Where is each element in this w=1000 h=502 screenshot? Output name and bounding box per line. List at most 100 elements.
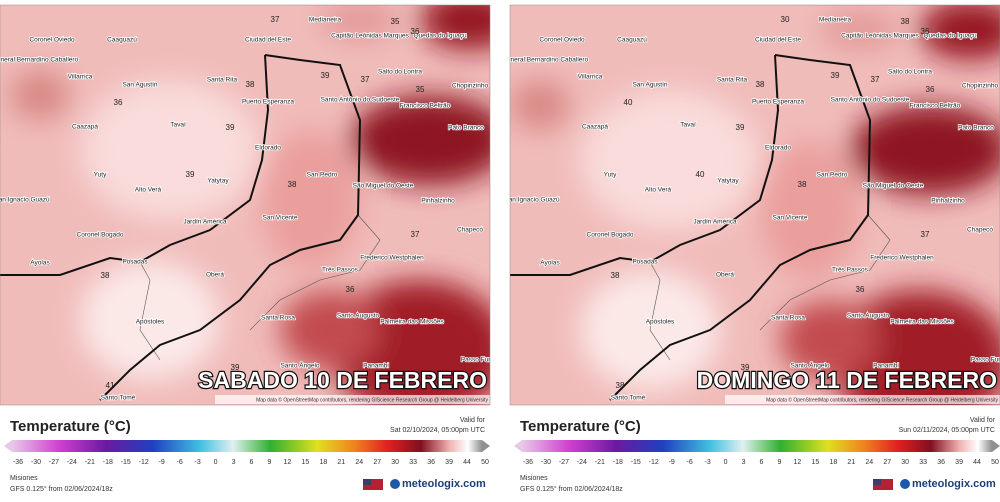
place-label: Yatytay xyxy=(207,178,229,185)
scale-end xyxy=(514,440,522,452)
place-label: Alto Verá xyxy=(135,187,162,194)
flag xyxy=(873,479,893,490)
flag-canton xyxy=(873,479,881,485)
scale-tick-label: -21 xyxy=(85,459,95,466)
valid-time: Sat 02/10/2024, 05:00pm UTC xyxy=(390,427,485,434)
valid-time: Sun 02/11/2024, 05:00pm UTC xyxy=(899,427,995,434)
contour-label: 41 xyxy=(106,381,115,390)
country-border xyxy=(0,54,362,401)
scale-tick-label: 36 xyxy=(937,459,945,466)
place-label: Passo Fundo xyxy=(971,357,1000,364)
place-label: San Ignacio Guazú xyxy=(0,197,50,204)
place-label: Santo Ângelo xyxy=(790,361,829,370)
scale-end xyxy=(992,440,1000,452)
flag-canton xyxy=(363,479,371,485)
place-label: Coronel Bogado xyxy=(587,232,634,239)
place-label: Ayolas xyxy=(540,260,560,267)
place-label: Eldorado xyxy=(765,145,791,152)
place-label: São Miguel do Oeste xyxy=(863,183,924,190)
country-border xyxy=(510,54,872,401)
place-label: Medianeira xyxy=(819,17,852,24)
contour-label: 38 xyxy=(756,80,765,89)
scale-tick-label: -36 xyxy=(13,459,23,466)
scale-tick-label: 50 xyxy=(991,459,999,466)
contour-label: 38 xyxy=(901,17,910,26)
scale-tick-label: 44 xyxy=(463,459,471,466)
place-label: Santo Ângelo xyxy=(280,361,319,370)
scale-tick-label: -9 xyxy=(669,459,675,466)
flag xyxy=(363,479,383,490)
place-label: Caazapá xyxy=(582,124,608,131)
place-label: Villarrica xyxy=(68,74,93,81)
place-label: General Bernardino Caballero xyxy=(502,57,589,64)
place-label: Chapecó xyxy=(967,227,993,234)
minor-borders xyxy=(139,214,381,361)
place-label: Medianeira xyxy=(309,17,342,24)
scale-tick-label: -12 xyxy=(649,459,659,466)
contour-label: 36 xyxy=(411,27,420,36)
temp-area xyxy=(10,70,70,120)
scale-tick-label: -15 xyxy=(631,459,641,466)
scale-tick-label: 15 xyxy=(301,459,309,466)
scale-tick-label: 12 xyxy=(284,459,292,466)
scale-tick-label: -9 xyxy=(159,459,165,466)
region: Misiones xyxy=(10,475,38,482)
scale-tick-label: 21 xyxy=(847,459,855,466)
contour-label: 38 xyxy=(611,271,620,280)
place-label: Santo Antônio do Sudoeste xyxy=(321,97,400,104)
brand: meteologix.com xyxy=(402,478,486,490)
contour-label: 40 xyxy=(696,170,705,179)
place-label: Yatytay xyxy=(717,178,739,185)
place-label: Três Passos xyxy=(322,267,359,274)
scale-tick-label: 33 xyxy=(919,459,927,466)
place-label: Chopinzinho xyxy=(452,83,489,90)
temp-area xyxy=(780,300,880,380)
temp-area xyxy=(830,290,1000,405)
place-label: Santa Rosa xyxy=(261,315,295,322)
temp-area xyxy=(820,10,900,50)
place-label: Chopinzinho xyxy=(962,83,999,90)
contour-label: 36 xyxy=(856,285,865,294)
place-label: Três Passos xyxy=(832,267,869,274)
scale-tick-label: -27 xyxy=(49,459,59,466)
contour-label: 30 xyxy=(781,15,790,24)
temp-area xyxy=(320,5,400,40)
contour-label: 39 xyxy=(226,123,235,132)
place-label: Santo Antônio do Sudoeste xyxy=(831,97,910,104)
place-label: Palmeira das Missões xyxy=(380,319,444,326)
scale-tick-label: 27 xyxy=(883,459,891,466)
temperature-field xyxy=(510,5,1000,405)
date-title: SABADO 10 DE FEBRERO xyxy=(198,367,487,393)
scale-tick-label: 30 xyxy=(901,459,909,466)
scale-tick-label: 6 xyxy=(250,459,254,466)
place-label: Santa Rosa xyxy=(771,315,805,322)
place-label: Francisco Beltrão xyxy=(910,103,961,110)
brand: meteologix.com xyxy=(912,478,996,490)
contour-label: 39 xyxy=(736,123,745,132)
contour-label: 36 xyxy=(921,27,930,36)
place-label: Alto Verá xyxy=(645,187,672,194)
place-label: Ciudad del Este xyxy=(755,37,801,44)
contour-label: 37 xyxy=(361,75,370,84)
place-label: Coronel Oviedo xyxy=(29,37,75,44)
place-label: San Agustín xyxy=(122,82,157,89)
scale-tick-label: 3 xyxy=(232,459,236,466)
place-label: Tavaí xyxy=(170,122,186,129)
place-label: Palmeira das Missões xyxy=(890,319,954,326)
contour-label: 39 xyxy=(321,71,330,80)
place-label: Oberá xyxy=(716,272,734,279)
scale-tick-label: 18 xyxy=(319,459,327,466)
place-label: Quedas do Iguaçu xyxy=(923,33,977,40)
place-label: Posadas xyxy=(122,259,148,266)
scale-tick-label: -30 xyxy=(541,459,551,466)
temp-area xyxy=(580,90,760,230)
map-frame xyxy=(509,4,1000,406)
place-label: Santo Augusto xyxy=(847,313,890,320)
place-label: Ciudad del Este xyxy=(245,37,291,44)
place-label: Tavaí xyxy=(680,122,696,129)
place-label: Posadas xyxy=(632,259,658,266)
region: Misiones xyxy=(520,475,548,482)
place-label: San Ignacio Guazú xyxy=(504,197,560,204)
scale-tick-label: -12 xyxy=(139,459,149,466)
